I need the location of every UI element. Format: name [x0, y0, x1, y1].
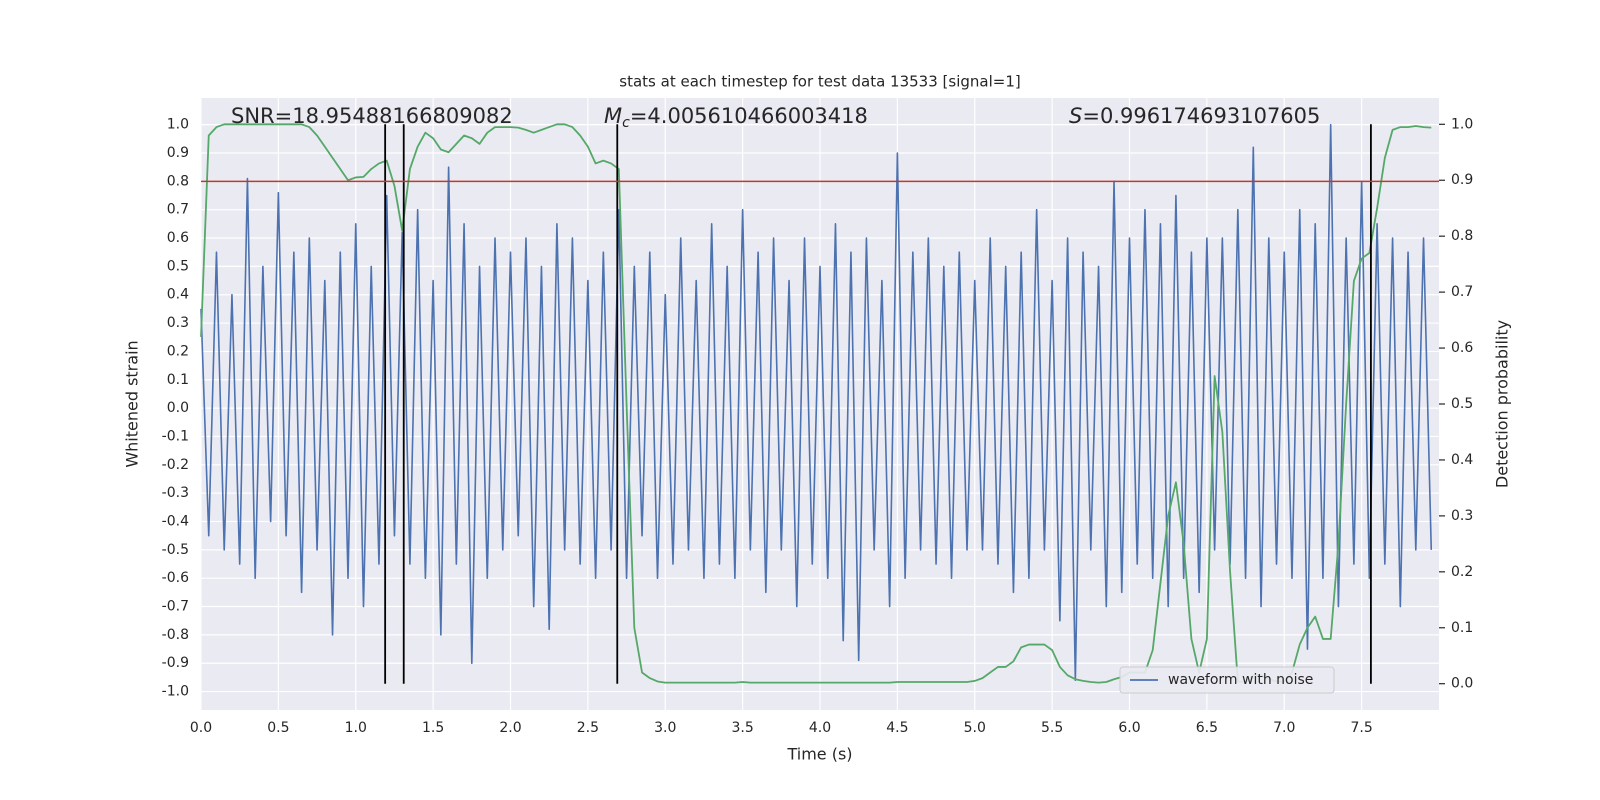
annotation: S=0.996174693107605 — [1069, 104, 1320, 128]
annotation-symbol: M — [604, 104, 622, 128]
y-tick-label: 0.5 — [167, 258, 189, 274]
x-tick-label: 0.5 — [267, 720, 289, 736]
annotation-text: SNR=18.95488166809082 — [231, 104, 513, 128]
y-tick-label: 0.1 — [167, 372, 189, 388]
y-tick-label: -0.2 — [162, 457, 189, 473]
y-tick-label: 0.0 — [167, 400, 189, 416]
y-tick-label: -0.1 — [162, 428, 189, 444]
annotation-subscript: c — [622, 115, 630, 131]
legend-box — [1119, 666, 1335, 694]
annotation-text: =4.005610466003418 — [630, 104, 868, 128]
y-axis-label: Whitened strain — [123, 340, 142, 467]
series-line — [200, 123, 1432, 684]
y2-tick-label: 0.1 — [1451, 620, 1473, 636]
y-tick-label: 0.9 — [167, 145, 189, 161]
x-tick-label: 4.0 — [809, 720, 831, 736]
y2-tick-label: 1.0 — [1451, 116, 1473, 132]
y-tick-label: -0.7 — [162, 599, 189, 615]
y2-tick-label: 0.6 — [1451, 340, 1473, 356]
y-tick-label: -0.3 — [162, 485, 189, 501]
x-tick-label: 6.5 — [1196, 720, 1218, 736]
x-tick-label: 2.5 — [577, 720, 599, 736]
x-tick-label: 7.5 — [1350, 720, 1372, 736]
x-tick-label: 4.5 — [886, 720, 908, 736]
y-tick-label: -0.4 — [162, 513, 189, 529]
annotation-symbol: S — [1069, 104, 1082, 128]
x-tick-label: 7.0 — [1273, 720, 1295, 736]
x-tick-label: 3.0 — [654, 720, 676, 736]
x-tick-label: 1.5 — [422, 720, 444, 736]
annotation: Mc=4.005610466003418 — [604, 104, 868, 131]
x-tick-label: 0.0 — [190, 720, 212, 736]
labels: 0.0 0.5 1.0 1.5 2.0 2.5 3.0 3.5 4.0 4.5 5.0 5.5 6.0 6… — [162, 104, 1474, 736]
y-tick-label: -0.9 — [162, 655, 189, 671]
x-tick-label: 5.5 — [1041, 720, 1063, 736]
y-tick-label: -1.0 — [162, 684, 189, 700]
y2-tick-label: 0.9 — [1451, 172, 1473, 188]
annotation: SNR=18.95488166809082 — [231, 104, 513, 128]
x-tick-label: 3.5 — [731, 720, 753, 736]
x-tick-label: 5.0 — [964, 720, 986, 736]
x-tick-label: 6.0 — [1118, 720, 1140, 736]
y-tick-label: -0.6 — [162, 570, 189, 586]
y2-tick-label: 0.2 — [1451, 564, 1473, 580]
y-tick-label: -0.5 — [162, 542, 189, 558]
y2-tick-label: 0.8 — [1451, 228, 1473, 244]
y-tick-label: 0.4 — [167, 287, 189, 303]
series-line — [200, 123, 1433, 682]
annotation-text: =0.996174693107605 — [1082, 104, 1320, 128]
y2-tick-label: 0.0 — [1451, 676, 1473, 692]
marks — [200, 123, 1439, 684]
x-tick-label: 2.0 — [499, 720, 521, 736]
y-tick-label: -0.8 — [162, 627, 189, 643]
legend-label: waveform with noise — [1168, 672, 1313, 688]
x-tick-label: 1.0 — [345, 720, 367, 736]
y-tick-label: 1.0 — [167, 117, 189, 133]
y2-tick-label: 0.5 — [1451, 396, 1473, 412]
y-tick-label: 0.8 — [167, 173, 189, 189]
y-tick-label: 0.3 — [167, 315, 189, 331]
y-tick-label: 0.7 — [167, 202, 189, 218]
y-tick-label: 0.6 — [167, 230, 189, 246]
y-tick-label: 0.2 — [167, 343, 189, 359]
y2-axis-label: Detection probability — [1493, 320, 1512, 488]
chart-title: stats at each timestep for test data 135… — [619, 73, 1020, 91]
y2-tick-label: 0.7 — [1451, 284, 1473, 300]
x-axis-label: Time (s) — [786, 745, 852, 764]
y2-tick-label: 0.3 — [1451, 508, 1473, 524]
y2-tick-label: 0.4 — [1451, 452, 1473, 468]
